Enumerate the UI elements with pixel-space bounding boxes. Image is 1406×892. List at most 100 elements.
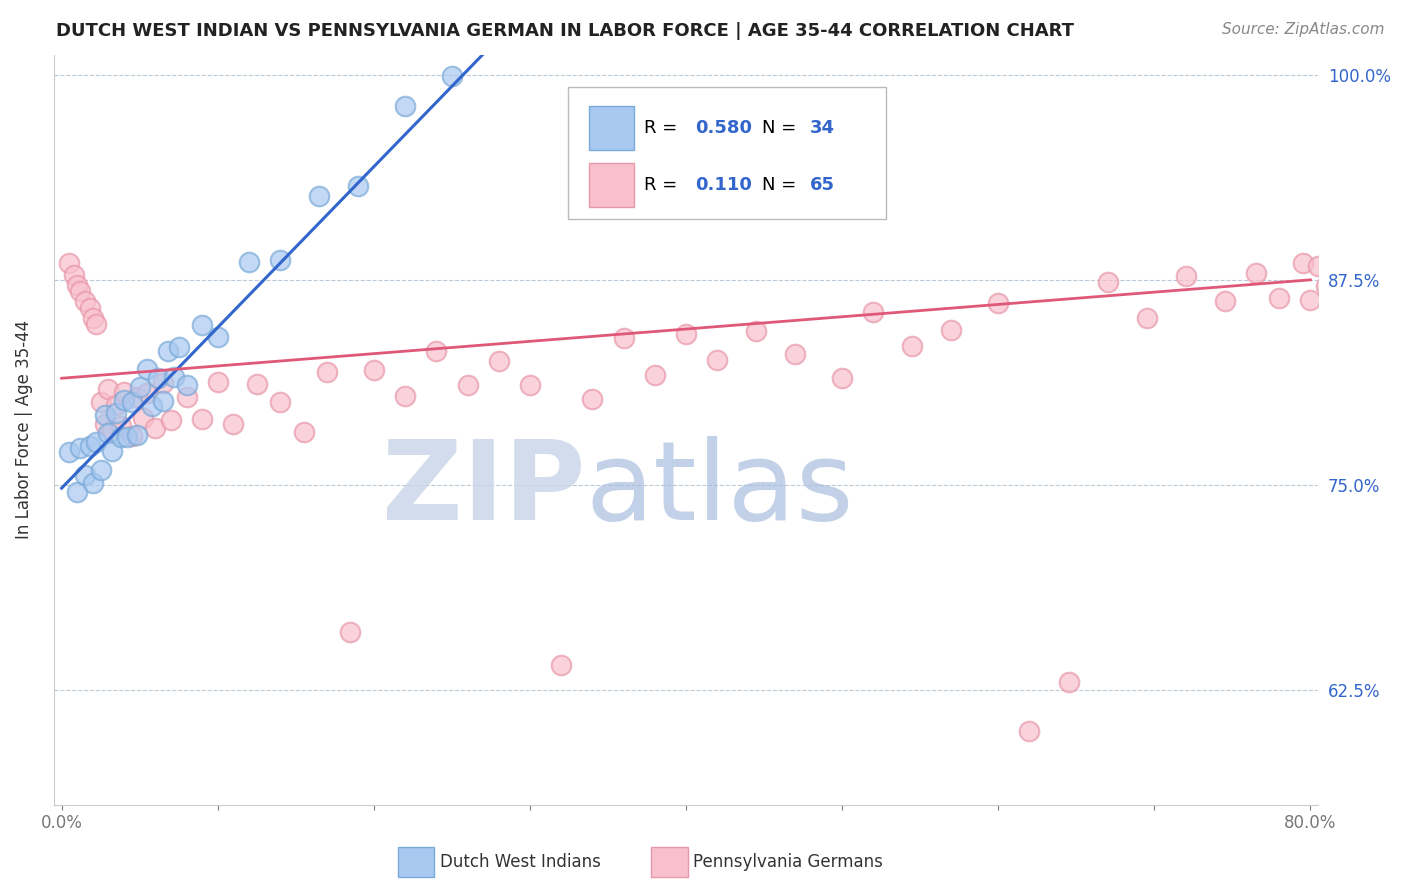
Point — [112, 385, 135, 400]
Point — [1315, 279, 1337, 293]
Point — [143, 421, 166, 435]
Point — [66, 485, 89, 500]
Point — [901, 338, 924, 352]
Point — [1308, 259, 1330, 273]
Point — [125, 391, 148, 405]
Point — [1057, 674, 1080, 689]
Point — [73, 468, 96, 483]
Point — [58, 444, 80, 458]
Point — [82, 310, 104, 325]
Point — [1244, 266, 1267, 280]
Point — [163, 370, 186, 384]
Point — [94, 417, 117, 431]
Text: 34: 34 — [810, 119, 835, 136]
Text: N =: N = — [762, 176, 801, 194]
Point — [136, 385, 159, 400]
Point — [292, 425, 315, 440]
Point — [269, 395, 291, 409]
Point — [644, 368, 666, 383]
Point — [1268, 291, 1291, 305]
Point — [90, 394, 112, 409]
Point — [110, 430, 132, 444]
Point — [97, 426, 120, 441]
Point — [66, 277, 89, 292]
Point — [160, 413, 183, 427]
Point — [152, 376, 174, 390]
Point — [519, 377, 541, 392]
Point — [90, 463, 112, 477]
Point — [191, 318, 214, 332]
Point — [440, 69, 463, 83]
Point — [167, 341, 190, 355]
Point — [156, 344, 179, 359]
Point — [191, 412, 214, 426]
Point — [316, 365, 339, 379]
Text: DUTCH WEST INDIAN VS PENNSYLVANIA GERMAN IN LABOR FORCE | AGE 35-44 CORRELATION : DUTCH WEST INDIAN VS PENNSYLVANIA GERMAN… — [56, 22, 1074, 40]
Point — [347, 178, 370, 193]
Text: Source: ZipAtlas.com: Source: ZipAtlas.com — [1222, 22, 1385, 37]
Point — [79, 439, 101, 453]
Point — [394, 99, 416, 113]
Point — [69, 285, 91, 299]
Point — [1299, 293, 1322, 307]
FancyBboxPatch shape — [568, 87, 886, 219]
Point — [125, 428, 148, 442]
Point — [745, 324, 768, 338]
Point — [1292, 256, 1315, 270]
Point — [121, 428, 143, 442]
Point — [706, 352, 728, 367]
Point — [100, 423, 122, 437]
Point — [613, 331, 636, 345]
Point — [121, 395, 143, 409]
Point — [550, 658, 572, 673]
Point — [1174, 269, 1197, 284]
Point — [363, 363, 385, 377]
Point — [222, 417, 245, 431]
Text: N =: N = — [762, 119, 801, 136]
Point — [176, 377, 198, 392]
Point — [73, 294, 96, 309]
Text: 65: 65 — [810, 176, 835, 194]
Text: ZIP: ZIP — [381, 436, 585, 543]
Point — [94, 409, 117, 423]
Point — [100, 444, 122, 458]
Point — [132, 411, 155, 425]
Point — [238, 254, 260, 268]
Point — [1018, 723, 1040, 738]
Point — [112, 392, 135, 407]
Point — [97, 382, 120, 396]
Point — [987, 295, 1010, 310]
Point — [785, 347, 807, 361]
Point — [425, 344, 447, 359]
Point — [58, 256, 80, 270]
Point — [128, 380, 150, 394]
Point — [394, 389, 416, 403]
Point — [207, 375, 229, 389]
Point — [269, 253, 291, 268]
Point — [581, 392, 603, 406]
Text: atlas: atlas — [585, 436, 853, 543]
Point — [862, 305, 884, 319]
Point — [1213, 294, 1236, 309]
Point — [141, 399, 163, 413]
Point — [246, 376, 269, 391]
Text: R =: R = — [644, 119, 683, 136]
Point — [82, 476, 104, 491]
Point — [1339, 250, 1361, 264]
Point — [1323, 249, 1346, 263]
Point — [63, 268, 86, 282]
Point — [1330, 284, 1353, 298]
Text: Pennsylvania Germans: Pennsylvania Germans — [693, 853, 883, 871]
FancyBboxPatch shape — [589, 106, 634, 150]
Text: 0.580: 0.580 — [695, 119, 752, 136]
Point — [339, 625, 361, 640]
Point — [941, 322, 963, 336]
Point — [136, 361, 159, 376]
Point — [176, 390, 198, 404]
Point — [207, 330, 229, 344]
Point — [79, 301, 101, 315]
Point — [1097, 275, 1119, 289]
Text: 0.110: 0.110 — [695, 176, 752, 194]
Point — [84, 435, 107, 450]
Point — [105, 398, 128, 412]
